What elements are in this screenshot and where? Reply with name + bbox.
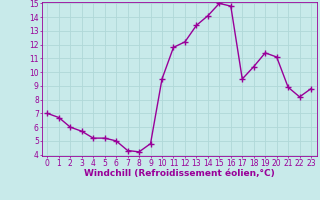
X-axis label: Windchill (Refroidissement éolien,°C): Windchill (Refroidissement éolien,°C) <box>84 169 275 178</box>
